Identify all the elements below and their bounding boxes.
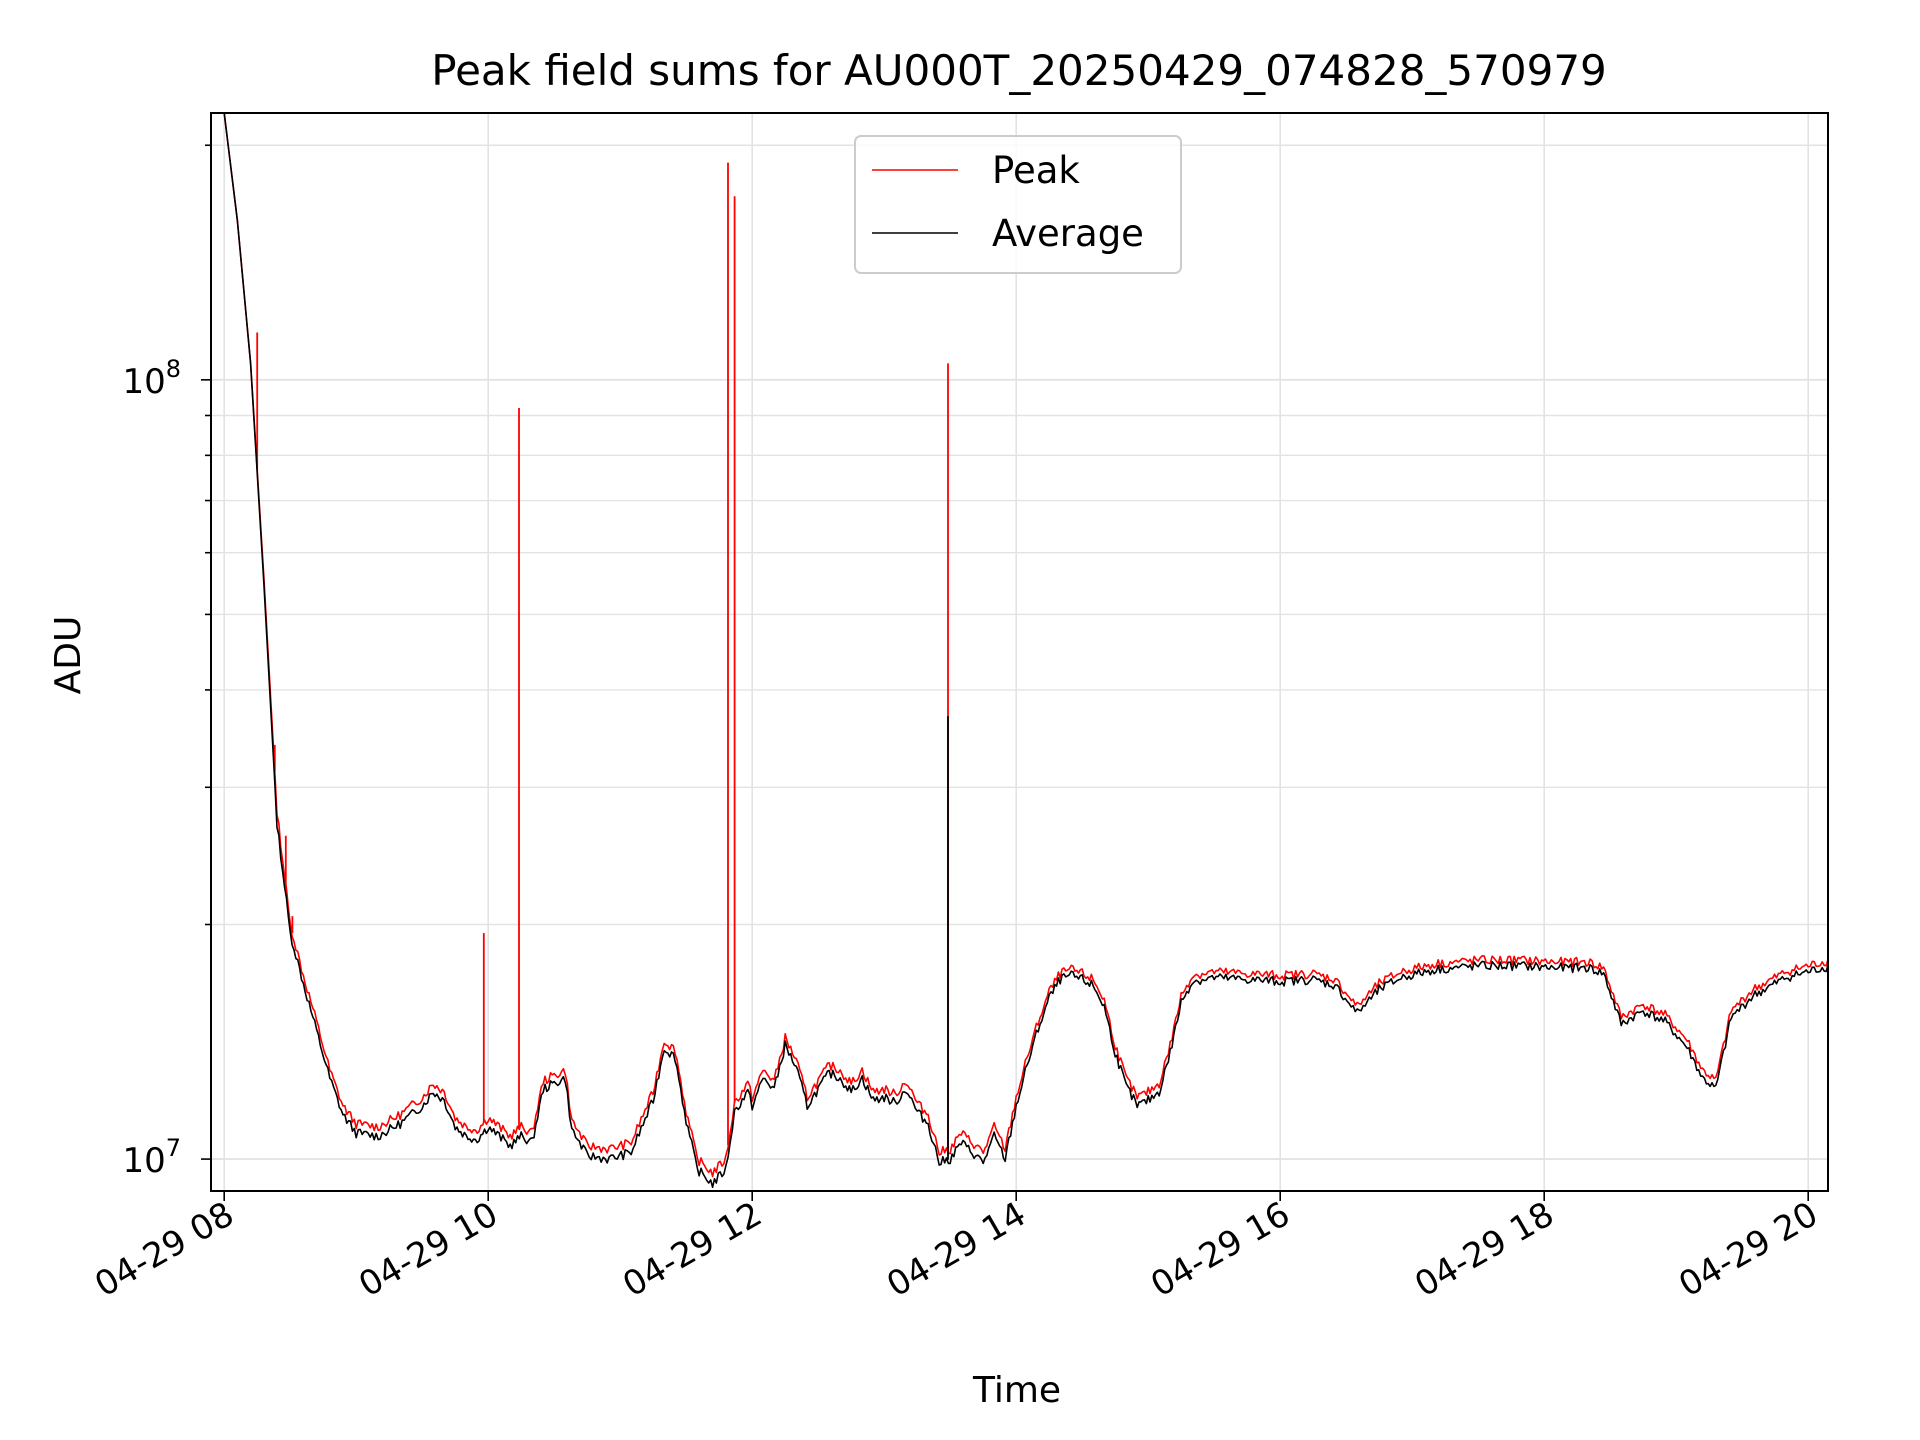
plot-frame [210,112,1829,1192]
y-axis-label: ADU [48,616,89,695]
chart-title: Peak field sums for AU000T_20250429_0748… [431,46,1607,95]
y-tick-base: 10 [122,362,165,402]
y-tick-label: 108 [122,355,181,402]
series-average [222,113,1828,1189]
series-group [222,113,1828,1189]
legend-average-label: Average [992,212,1144,255]
y-tick-label: 107 [122,1134,181,1181]
series-line-peak [222,113,1828,1178]
y-tick-exponent: 7 [166,1134,181,1162]
grid [211,113,1828,1191]
y-tick-exponent: 8 [166,355,181,383]
legend: Peak Average [854,135,1182,274]
x-axis-label: Time [972,1370,1061,1411]
legend-peak-label: Peak [992,149,1080,192]
y-tick-base: 10 [122,1141,165,1181]
series-line-average [222,113,1828,1189]
